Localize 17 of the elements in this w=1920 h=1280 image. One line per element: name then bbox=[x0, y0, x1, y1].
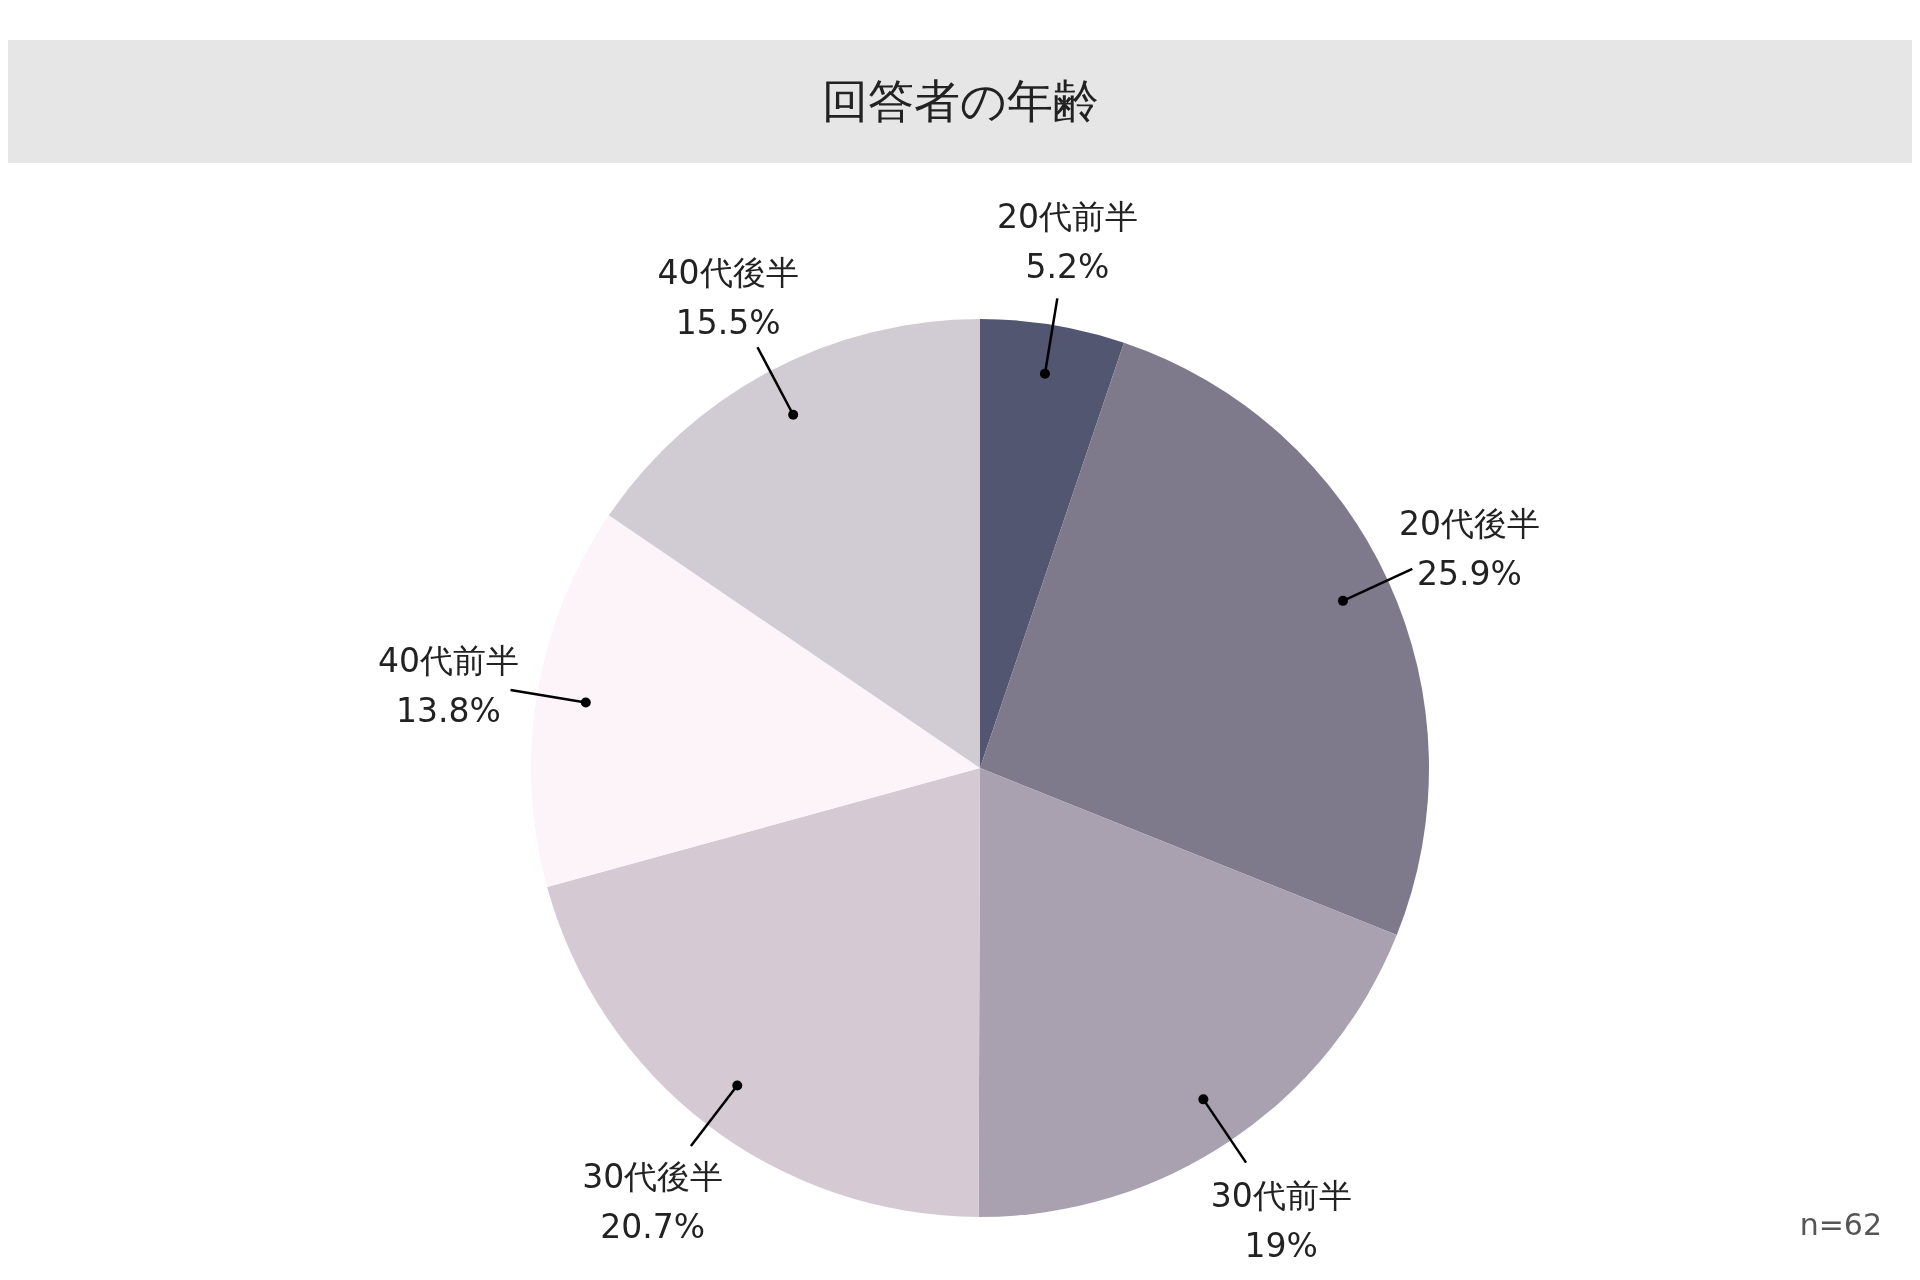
data-label: 5.2% bbox=[1025, 247, 1110, 287]
data-label: 20.7% bbox=[600, 1207, 706, 1247]
slice-label: 30代前半 bbox=[1210, 1175, 1352, 1215]
data-label: 25.9% bbox=[1416, 553, 1522, 593]
data-label: 13.8% bbox=[396, 690, 501, 730]
text: n=62 bbox=[1799, 1207, 1882, 1242]
slice-label: 30代後半 bbox=[582, 1157, 724, 1197]
pie-slice bbox=[978, 768, 1397, 1217]
chart-title: 回答者の年齢 bbox=[8, 40, 1912, 163]
data-label: 19% bbox=[1244, 1225, 1318, 1265]
slice-label: 20代後半 bbox=[1398, 503, 1540, 543]
slice-label: 40代後半 bbox=[657, 252, 799, 292]
pie-slice bbox=[980, 319, 1124, 768]
data-label: 15.5% bbox=[675, 302, 781, 342]
slice-label: 40代前半 bbox=[378, 640, 519, 680]
slice-label: 20代前半 bbox=[997, 197, 1139, 237]
pie-slice bbox=[531, 515, 980, 888]
